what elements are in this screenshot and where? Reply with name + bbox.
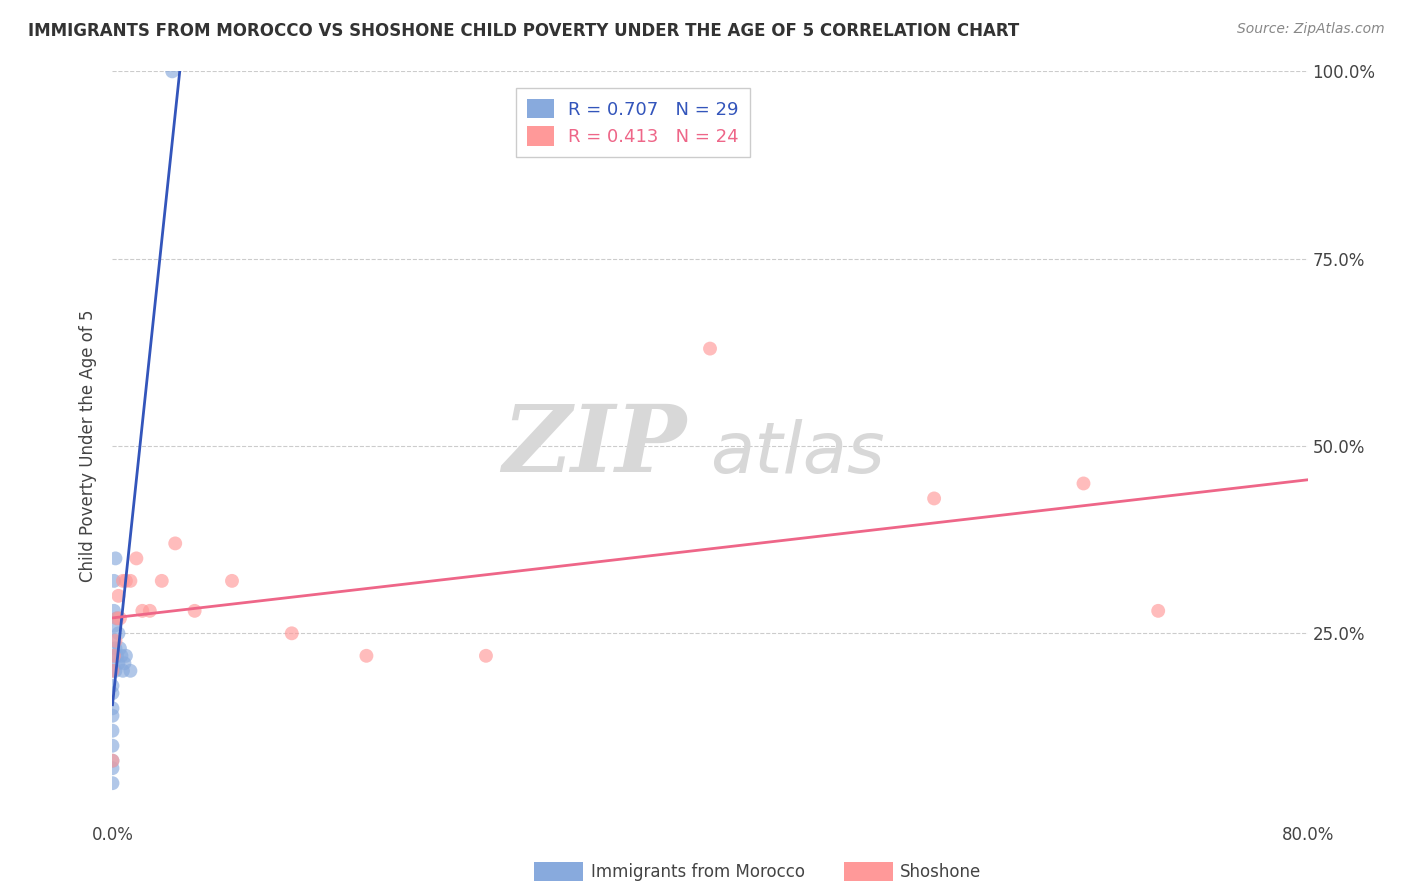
Point — [104, 641, 127, 656]
Point — [103, 574, 125, 588]
Point — [165, 536, 187, 550]
Point — [120, 574, 142, 588]
Point — [110, 648, 132, 663]
Point — [103, 619, 125, 633]
Point — [139, 604, 162, 618]
Point — [105, 611, 128, 625]
Point — [183, 604, 205, 618]
Point — [107, 626, 129, 640]
Point — [281, 626, 304, 640]
Point — [101, 708, 124, 723]
Point — [108, 641, 131, 656]
Point — [1147, 604, 1170, 618]
Text: Shoshone: Shoshone — [900, 863, 981, 881]
Point — [221, 574, 243, 588]
Point — [115, 648, 138, 663]
Point — [101, 723, 124, 738]
Point — [162, 64, 183, 78]
Text: IMMIGRANTS FROM MOROCCO VS SHOSHONE CHILD POVERTY UNDER THE AGE OF 5 CORRELATION: IMMIGRANTS FROM MOROCCO VS SHOSHONE CHIL… — [28, 22, 1019, 40]
Point — [107, 657, 129, 671]
Point — [104, 633, 127, 648]
Point — [101, 664, 124, 678]
Point — [115, 574, 138, 588]
Point — [103, 648, 125, 663]
Point — [111, 664, 134, 678]
Point — [120, 664, 142, 678]
Point — [125, 551, 148, 566]
Text: ZIP: ZIP — [502, 401, 686, 491]
Point — [101, 701, 124, 715]
Point — [114, 657, 135, 671]
Point — [101, 686, 124, 700]
Point — [101, 754, 124, 768]
Point — [104, 664, 127, 678]
Point — [131, 604, 153, 618]
Point — [103, 604, 125, 618]
Text: Immigrants from Morocco: Immigrants from Morocco — [591, 863, 804, 881]
Text: atlas: atlas — [710, 419, 884, 488]
Point — [104, 551, 127, 566]
Point — [111, 574, 134, 588]
Point — [101, 754, 124, 768]
Point — [150, 574, 173, 588]
Point — [101, 761, 124, 775]
Point — [101, 664, 124, 678]
Point — [107, 589, 129, 603]
Point — [103, 648, 125, 663]
Point — [1073, 476, 1095, 491]
Point — [356, 648, 378, 663]
Point — [108, 611, 131, 625]
Legend: R = 0.707   N = 29, R = 0.413   N = 24: R = 0.707 N = 29, R = 0.413 N = 24 — [516, 88, 749, 157]
Point — [105, 611, 128, 625]
Point — [101, 776, 124, 790]
Point — [101, 679, 124, 693]
Point — [475, 648, 498, 663]
Text: Source: ZipAtlas.com: Source: ZipAtlas.com — [1237, 22, 1385, 37]
Point — [105, 648, 128, 663]
Point — [101, 739, 124, 753]
Point — [699, 342, 721, 356]
Point — [103, 633, 125, 648]
Point — [922, 491, 945, 506]
Y-axis label: Child Poverty Under the Age of 5: Child Poverty Under the Age of 5 — [79, 310, 97, 582]
